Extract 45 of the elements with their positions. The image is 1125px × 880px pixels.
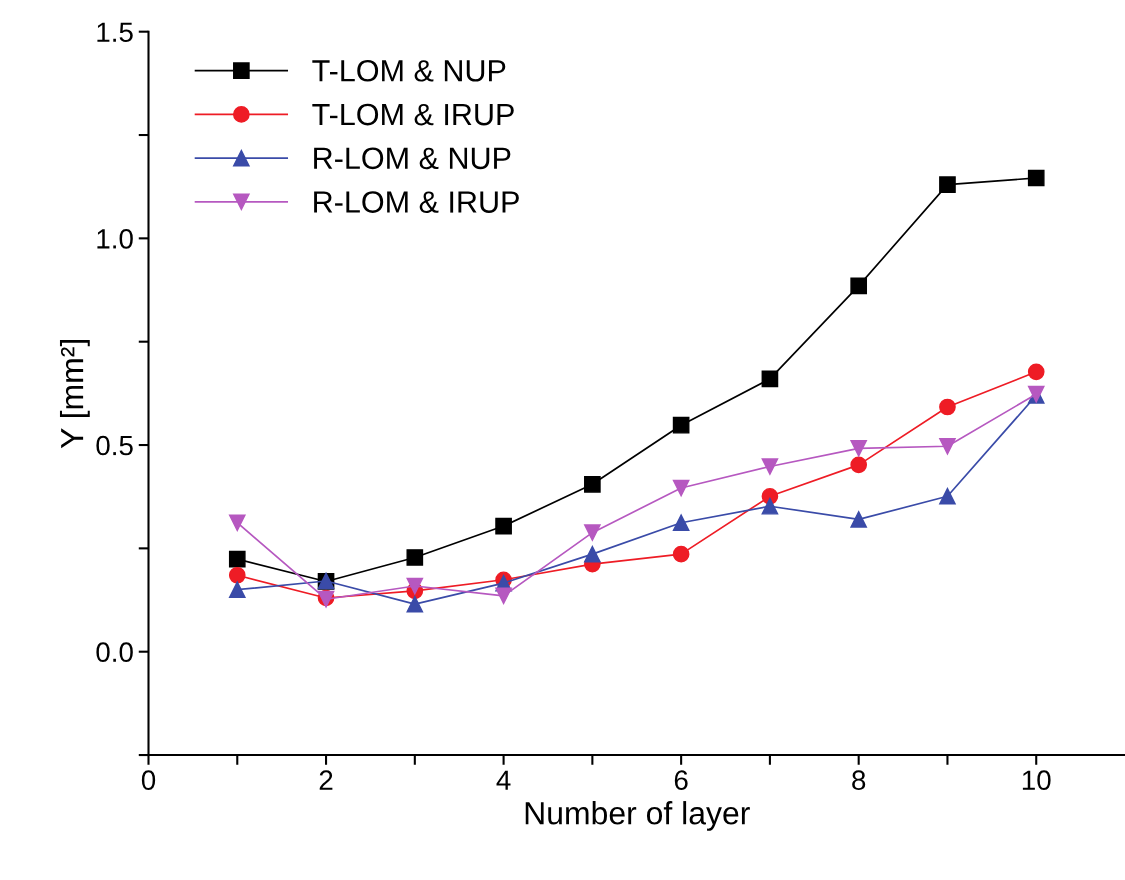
point xyxy=(228,566,246,584)
point xyxy=(939,176,956,193)
legend-label: R-LOM & IRUP xyxy=(314,191,519,213)
y-tick-label: 1.5 xyxy=(97,22,133,43)
point xyxy=(761,370,779,388)
point xyxy=(495,517,512,535)
point xyxy=(584,524,601,541)
x-tick-label: 10 xyxy=(1022,770,1051,791)
x-axis-title: Number of layer xyxy=(525,801,750,831)
x-tick-label: 2 xyxy=(319,770,333,790)
point xyxy=(850,277,868,295)
point xyxy=(495,587,512,605)
point xyxy=(406,549,424,566)
point xyxy=(850,456,868,474)
point xyxy=(228,581,246,599)
point xyxy=(228,514,246,532)
x-tick-label: 4 xyxy=(496,770,511,790)
point xyxy=(672,545,690,563)
point xyxy=(584,475,601,493)
point xyxy=(939,398,956,416)
legend-label: T-LOM & IRUP xyxy=(312,103,514,126)
point xyxy=(228,550,246,568)
point xyxy=(761,458,779,475)
legend-label: R-LOM & NUP xyxy=(314,147,511,170)
point xyxy=(939,487,956,505)
point xyxy=(584,545,601,563)
point xyxy=(761,497,779,515)
x-tick-label: 6 xyxy=(674,770,688,791)
point xyxy=(672,479,690,497)
point xyxy=(672,416,690,434)
y-tick-label: 1.0 xyxy=(97,229,133,249)
point xyxy=(850,511,868,528)
point xyxy=(406,595,424,613)
point xyxy=(406,577,424,595)
x-tick-label: 8 xyxy=(852,770,866,791)
legend-label: T-LOM & NUP xyxy=(312,59,506,82)
y-tick-label: 0.5 xyxy=(96,435,133,456)
y-axis-title: Y [mm²] xyxy=(59,340,90,449)
point xyxy=(672,514,690,532)
y-tick-label: 0.0 xyxy=(96,642,133,663)
point xyxy=(939,437,956,455)
point xyxy=(850,440,868,457)
point xyxy=(1027,169,1045,187)
point xyxy=(1027,363,1045,381)
x-tick-label: 0 xyxy=(141,770,156,791)
